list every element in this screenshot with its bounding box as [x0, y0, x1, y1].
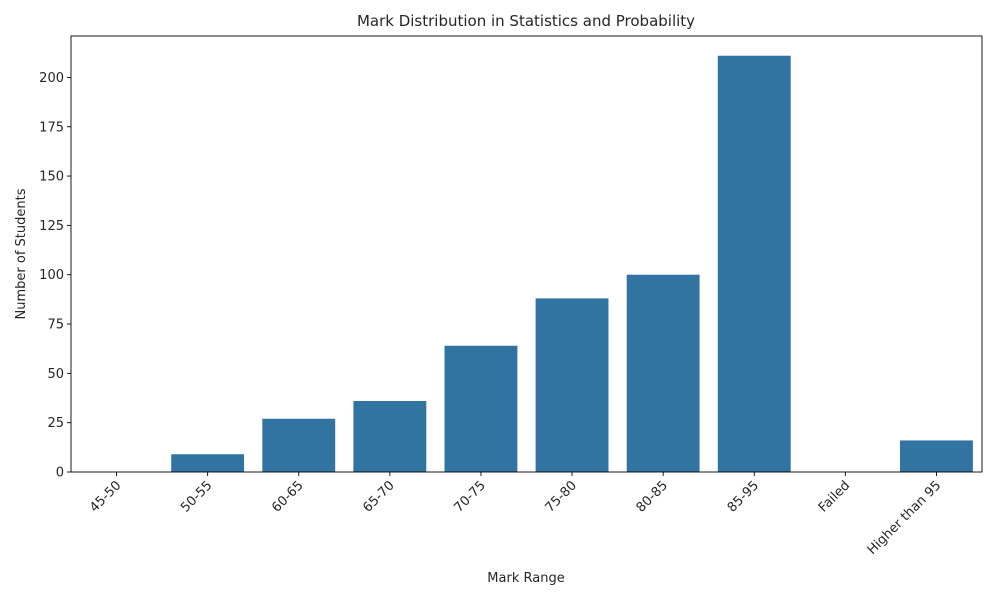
- y-tick-label-5: 125: [39, 219, 64, 234]
- bars-layer: [171, 55, 973, 472]
- chart-title: Mark Distribution in Statistics and Prob…: [357, 12, 695, 30]
- x-tick-label-5: 75-80: [543, 478, 580, 515]
- y-tick-label-7: 175: [39, 120, 64, 135]
- y-tick-label-4: 100: [39, 268, 64, 283]
- y-tick-label-2: 50: [47, 367, 64, 382]
- x-tick-label-7: 85-95: [725, 478, 762, 515]
- x-tick-label-1: 50-55: [178, 478, 215, 515]
- bar-4: [444, 345, 518, 472]
- x-tick-label-6: 80-85: [634, 478, 671, 515]
- x-tick-label-8: Failed: [816, 478, 853, 515]
- bar-9: [900, 440, 973, 472]
- x-tick-label-0: 45-50: [87, 478, 124, 515]
- bar-5: [535, 298, 609, 472]
- x-tick-label-3: 65-70: [360, 478, 397, 515]
- x-axis-label: Mark Range: [487, 571, 564, 586]
- y-tick-label-6: 150: [39, 170, 64, 185]
- x-tick-label-9: Higher than 95: [865, 478, 945, 558]
- x-tick-label-4: 70-75: [451, 478, 488, 515]
- bar-7: [717, 55, 791, 472]
- y-axis-label: Number of Students: [14, 188, 29, 319]
- y-tick-label-8: 200: [39, 71, 64, 86]
- y-tick-label-0: 0: [56, 466, 64, 481]
- plot-frame: [70, 35, 983, 473]
- y-tick-label-1: 25: [47, 416, 64, 431]
- bar-1: [171, 454, 245, 472]
- y-tick-label-3: 75: [47, 318, 64, 333]
- bar-3: [353, 400, 427, 472]
- x-tick-label-2: 60-65: [269, 478, 306, 515]
- axes-layer: 0 25 50 75 100 125 150 175 200 45-50 50-55 60-65 65-…: [39, 35, 983, 558]
- bar-2: [262, 418, 336, 472]
- bar-6: [626, 274, 700, 472]
